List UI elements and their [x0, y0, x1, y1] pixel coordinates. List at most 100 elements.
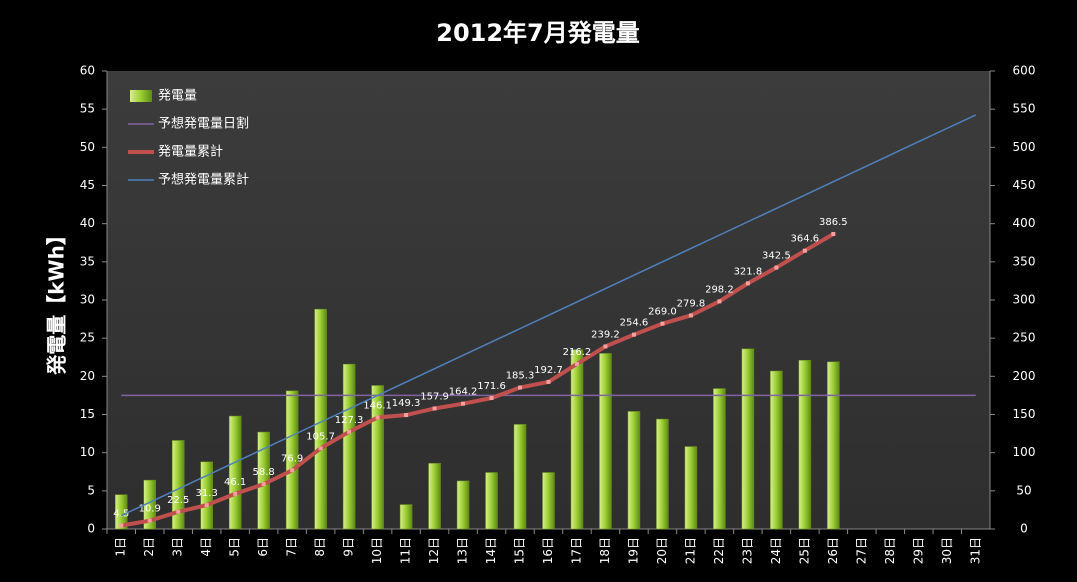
data-label: 269.0 — [648, 307, 677, 318]
x-tick-label: 8日 — [313, 537, 327, 557]
x-tick-label: 19日 — [626, 537, 640, 564]
data-label: 76.9 — [281, 453, 303, 464]
bar — [485, 472, 498, 530]
data-label: 185.3 — [506, 371, 535, 382]
data-label: 127.3 — [335, 415, 364, 426]
x-tick-label: 31日 — [968, 537, 982, 564]
x-tick-label: 1日 — [114, 537, 128, 557]
legend-label: 予想発電量日割 — [158, 116, 249, 132]
data-label: 31.3 — [196, 488, 218, 499]
point-marker — [233, 491, 238, 496]
bar — [428, 463, 441, 530]
point-marker — [631, 332, 636, 337]
y2-tick-label: 200 — [1013, 369, 1036, 383]
point-marker — [717, 299, 722, 304]
x-tick-label: 26日 — [826, 537, 840, 564]
x-tick-label: 7日 — [285, 537, 299, 557]
x-tick-label: 22日 — [712, 537, 726, 564]
point-marker — [831, 231, 836, 236]
bar — [713, 388, 726, 530]
legend-label: 発電量 — [158, 89, 197, 104]
bar — [399, 504, 413, 530]
point-marker — [574, 361, 579, 366]
bar — [513, 424, 527, 530]
point-marker — [802, 248, 807, 253]
x-tick-label: 10日 — [370, 537, 384, 564]
bar — [285, 390, 299, 530]
point-marker — [660, 321, 665, 326]
y2-tick-label: 250 — [1013, 331, 1036, 345]
point-marker — [489, 396, 494, 401]
x-tick-label: 2日 — [142, 537, 156, 557]
data-label: 192.7 — [534, 365, 563, 376]
chart-title: 2012年7月発電量 — [436, 19, 640, 47]
bar — [228, 415, 242, 530]
data-label: 386.5 — [819, 217, 848, 228]
y-tick-label: 55 — [80, 102, 95, 116]
legend-swatch — [130, 90, 152, 102]
x-tick-label: 24日 — [769, 537, 783, 564]
x-tick-label: 23日 — [740, 537, 754, 564]
data-label: 105.7 — [306, 431, 335, 442]
point-marker — [375, 415, 380, 420]
series-line — [120, 114, 977, 517]
y-tick-label: 45 — [80, 178, 95, 192]
y2-tick-label: 350 — [1013, 254, 1036, 268]
bar — [200, 461, 213, 530]
point-marker — [518, 385, 523, 390]
bar — [114, 494, 128, 530]
bar — [314, 308, 327, 530]
point-marker — [404, 413, 409, 418]
y-tick-label: 15 — [80, 407, 95, 421]
data-label: 321.8 — [734, 266, 763, 277]
bar — [684, 446, 698, 530]
legend-label: 予想発電量累計 — [158, 172, 249, 188]
data-label: 46.1 — [224, 477, 246, 488]
y2-tick-label: 600 — [1013, 64, 1036, 78]
bar — [599, 353, 612, 530]
y2-tick-label: 0 — [1020, 522, 1028, 536]
y-tick-label: 30 — [80, 293, 95, 307]
bar — [656, 418, 669, 530]
data-label: 216.2 — [563, 347, 592, 358]
data-label: 146.1 — [363, 400, 392, 411]
point-marker — [774, 265, 779, 270]
x-tick-label: 15日 — [513, 537, 527, 564]
data-label: 58.8 — [253, 467, 275, 478]
y2-tick-label: 550 — [1013, 102, 1036, 116]
data-label: 22.5 — [167, 495, 189, 506]
data-label: 239.2 — [591, 329, 620, 340]
x-tick-label: 5日 — [228, 537, 242, 557]
point-marker — [119, 523, 124, 528]
x-tick-label: 3日 — [171, 537, 185, 557]
x-tick-label: 27日 — [854, 537, 868, 564]
bar — [171, 440, 185, 530]
y2-tick-label: 450 — [1013, 178, 1036, 192]
y-tick-label: 20 — [80, 369, 95, 383]
x-tick-label: 17日 — [569, 537, 583, 564]
y2-tick-label: 150 — [1013, 407, 1036, 421]
data-label: 171.6 — [477, 381, 506, 392]
x-tick-label: 30日 — [940, 537, 954, 564]
point-marker — [318, 446, 323, 451]
point-marker — [176, 509, 181, 514]
point-marker — [688, 313, 693, 318]
x-tick-label: 18日 — [598, 537, 612, 564]
bar — [342, 363, 356, 530]
x-tick-label: 28日 — [883, 537, 897, 564]
y2-tick-label: 400 — [1013, 216, 1036, 230]
x-tick-label: 29日 — [911, 537, 925, 564]
data-label: 298.2 — [705, 284, 734, 295]
y-tick-label: 60 — [80, 64, 95, 78]
point-marker — [603, 344, 608, 349]
x-tick-label: 9日 — [342, 537, 356, 557]
x-tick-label: 20日 — [655, 537, 669, 564]
data-label: 10.9 — [139, 504, 161, 515]
x-tick-label: 6日 — [256, 537, 270, 557]
x-tick-label: 21日 — [683, 537, 697, 564]
bar — [798, 360, 812, 530]
y-tick-label: 25 — [80, 331, 95, 345]
bar — [456, 480, 470, 530]
bar — [542, 472, 555, 530]
